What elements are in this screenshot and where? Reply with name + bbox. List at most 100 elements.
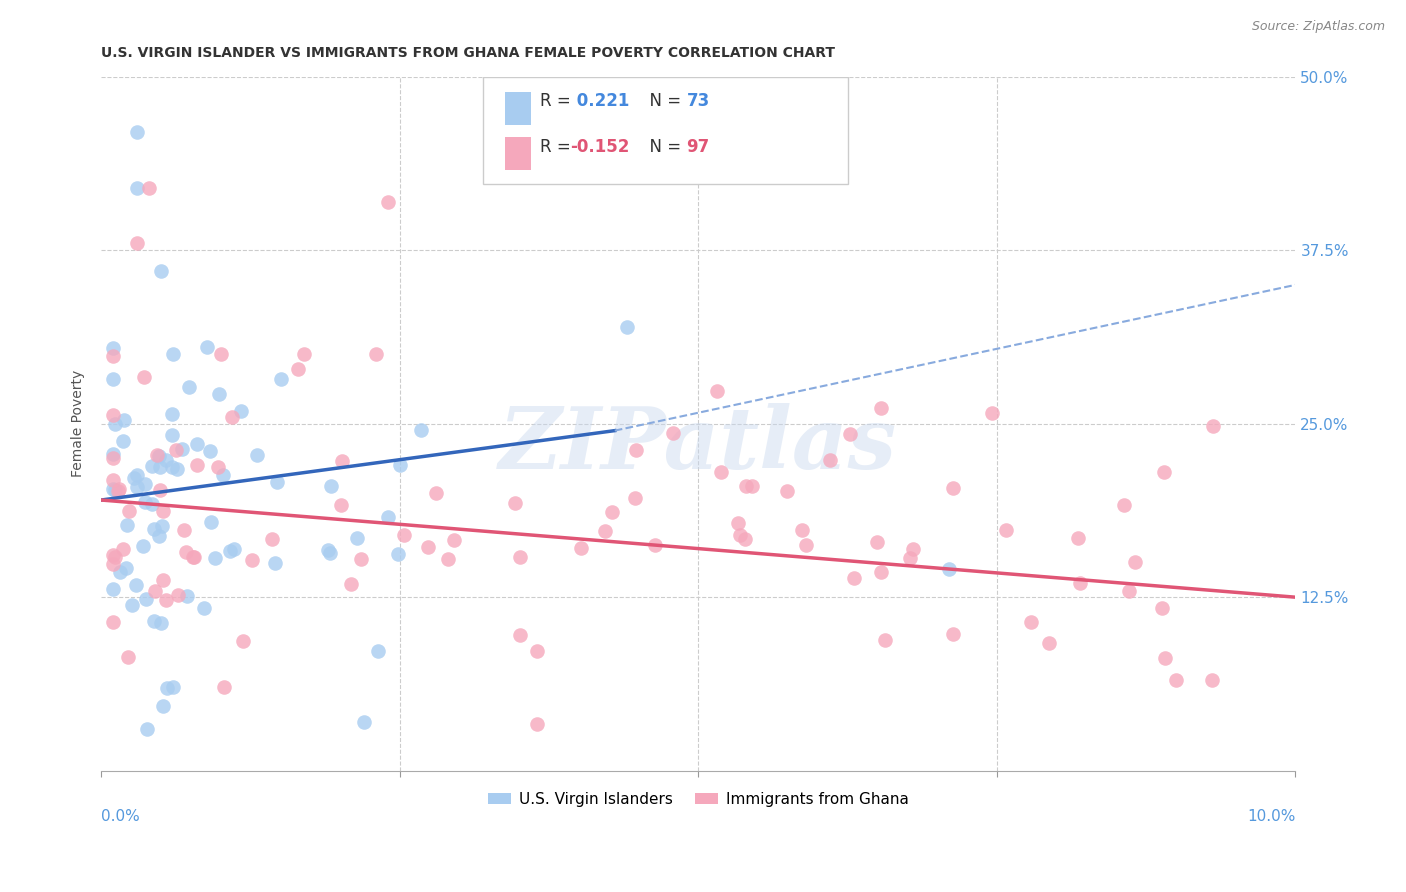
Point bbox=[115, 517, 138, 532]
Point bbox=[616, 319, 638, 334]
Text: ZIPatlas: ZIPatlas bbox=[499, 403, 897, 486]
Point bbox=[1153, 651, 1175, 665]
Point bbox=[156, 681, 179, 695]
Point bbox=[240, 552, 263, 566]
Point bbox=[162, 347, 184, 361]
Point bbox=[132, 539, 155, 553]
Point bbox=[706, 384, 728, 398]
Point bbox=[842, 571, 865, 585]
Point bbox=[186, 437, 208, 451]
Point bbox=[125, 180, 148, 194]
Point bbox=[117, 649, 139, 664]
Point bbox=[1069, 576, 1091, 591]
Point bbox=[938, 562, 960, 576]
Point bbox=[142, 522, 165, 536]
Point bbox=[172, 442, 194, 456]
Point bbox=[193, 601, 215, 615]
Point bbox=[110, 565, 132, 579]
Point bbox=[377, 194, 399, 209]
Point bbox=[207, 460, 229, 475]
Point bbox=[112, 434, 135, 448]
Point bbox=[346, 531, 368, 545]
Point bbox=[101, 473, 124, 487]
Point bbox=[101, 615, 124, 630]
Point bbox=[526, 644, 548, 658]
Point bbox=[155, 593, 177, 607]
Point bbox=[734, 533, 756, 547]
Point bbox=[125, 125, 148, 139]
Point bbox=[177, 380, 200, 394]
Point bbox=[229, 404, 252, 418]
Point bbox=[820, 453, 842, 467]
Point bbox=[112, 541, 135, 556]
Point bbox=[222, 542, 245, 557]
Text: 97: 97 bbox=[686, 137, 710, 156]
Point bbox=[101, 548, 124, 562]
Point bbox=[101, 448, 124, 462]
Point bbox=[115, 561, 138, 575]
Point bbox=[101, 349, 124, 363]
Point bbox=[416, 540, 439, 554]
Point bbox=[388, 458, 411, 473]
Point bbox=[526, 717, 548, 731]
Point bbox=[898, 551, 921, 566]
Point bbox=[942, 626, 965, 640]
Point bbox=[624, 442, 647, 457]
Point bbox=[149, 459, 172, 474]
Point bbox=[260, 532, 283, 546]
Point bbox=[266, 475, 288, 490]
Point bbox=[183, 549, 205, 564]
Point bbox=[152, 573, 174, 587]
Point bbox=[1153, 465, 1175, 479]
Point bbox=[150, 615, 173, 630]
Point bbox=[134, 495, 156, 509]
Point bbox=[101, 341, 124, 355]
Point bbox=[644, 538, 666, 552]
Point bbox=[141, 497, 163, 511]
Point bbox=[569, 541, 592, 555]
Point bbox=[108, 482, 131, 496]
Point bbox=[155, 453, 177, 467]
Point bbox=[104, 549, 127, 564]
Point bbox=[152, 699, 174, 714]
Point bbox=[173, 524, 195, 538]
Point bbox=[661, 425, 683, 440]
Point bbox=[209, 347, 232, 361]
Point bbox=[143, 583, 166, 598]
Text: Source: ZipAtlas.com: Source: ZipAtlas.com bbox=[1251, 20, 1385, 33]
Point bbox=[135, 592, 157, 607]
Point bbox=[330, 498, 353, 512]
Point bbox=[1164, 673, 1187, 688]
Point bbox=[121, 598, 143, 612]
Point bbox=[166, 462, 188, 476]
FancyBboxPatch shape bbox=[505, 137, 531, 170]
Point bbox=[1118, 584, 1140, 599]
Point bbox=[1201, 673, 1223, 688]
Point bbox=[377, 509, 399, 524]
FancyBboxPatch shape bbox=[484, 77, 848, 185]
Point bbox=[204, 551, 226, 566]
Point bbox=[411, 423, 433, 437]
Text: U.S. VIRGIN ISLANDER VS IMMIGRANTS FROM GHANA FEMALE POVERTY CORRELATION CHART: U.S. VIRGIN ISLANDER VS IMMIGRANTS FROM … bbox=[101, 46, 835, 61]
Point bbox=[101, 482, 124, 496]
Point bbox=[104, 417, 127, 432]
Point bbox=[866, 534, 889, 549]
Point bbox=[1067, 531, 1090, 545]
Point bbox=[330, 453, 353, 467]
Point bbox=[143, 614, 166, 628]
Point bbox=[149, 264, 172, 278]
Point bbox=[166, 588, 188, 602]
Point bbox=[208, 387, 231, 401]
Point bbox=[869, 565, 891, 579]
Point bbox=[149, 483, 172, 498]
Point bbox=[509, 550, 531, 565]
Point bbox=[387, 547, 409, 561]
Text: 73: 73 bbox=[686, 92, 710, 110]
Point bbox=[134, 477, 156, 491]
Point bbox=[195, 340, 218, 354]
Point bbox=[132, 369, 155, 384]
Point bbox=[125, 578, 148, 592]
Point bbox=[101, 408, 124, 422]
Point bbox=[942, 481, 965, 495]
Point bbox=[503, 495, 526, 509]
